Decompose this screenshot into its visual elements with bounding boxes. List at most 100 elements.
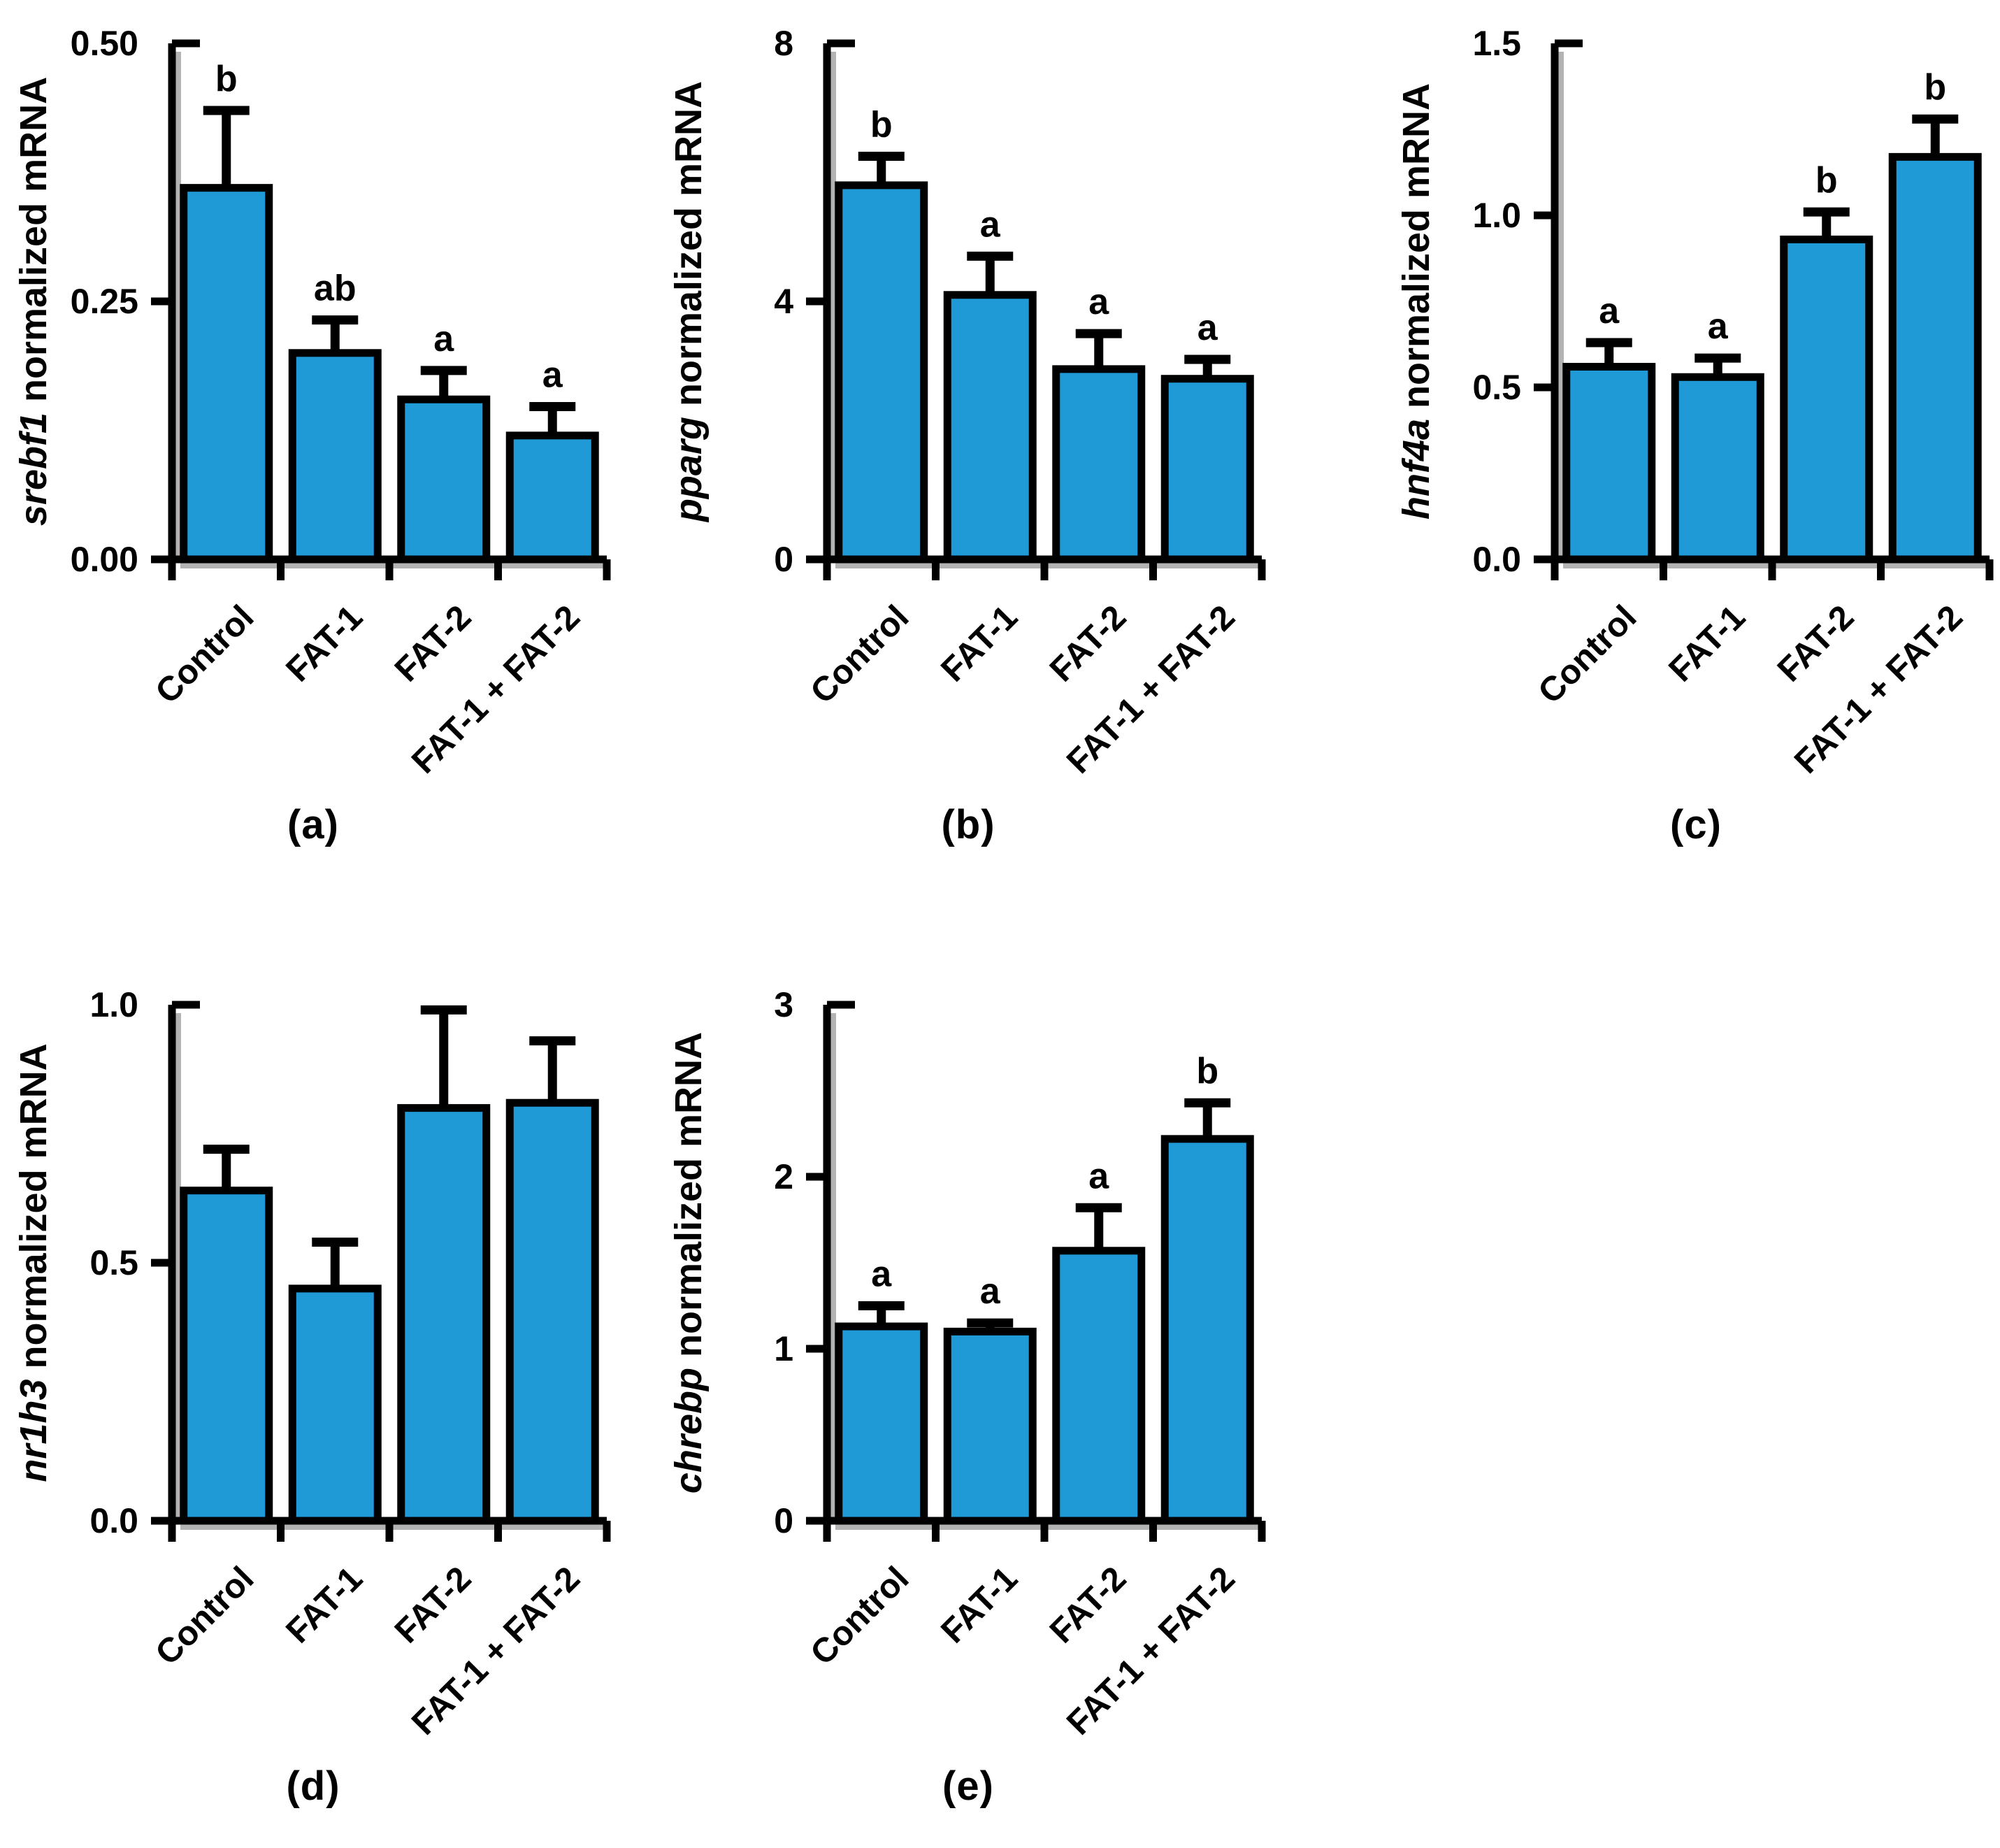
x-category-label: Control <box>148 1560 261 1672</box>
bar-FAT-1 + FAT-2 <box>1160 1135 1254 1525</box>
chart-e-caption: (e) <box>942 1763 994 1809</box>
sig-letter: a <box>1599 291 1620 331</box>
sig-letters-group: b ab a a <box>215 59 563 396</box>
y-tick-label: 0.50 <box>71 24 138 63</box>
x-category-label: FAT-1 <box>279 599 370 689</box>
y-tick-label: 1 <box>774 1329 793 1368</box>
sig-letter: a <box>1197 308 1218 348</box>
bar-FAT-2 <box>397 395 491 564</box>
x-category-label: FAT-1 <box>1662 599 1753 689</box>
axes-group <box>151 39 611 580</box>
sig-letters-group: a a a b <box>871 1051 1218 1312</box>
y-tick-labels: 0.0 0.5 1.0 1.5 <box>1472 24 1521 579</box>
x-category-label: FAT-1 <box>934 599 1025 689</box>
y-tick-label: 0.5 <box>89 1243 138 1282</box>
y-tick-labels: 0 4 8 <box>774 24 793 579</box>
bar-FAT-2 <box>1052 365 1146 564</box>
bar-FAT-1 <box>288 349 382 564</box>
axes-group <box>151 1001 611 1542</box>
chart-panel-b: b a a a 0 4 8 pparg normalized mRNA Control FAT-1… <box>661 0 1276 958</box>
y-axis-title: hnf4a normalized mRNA <box>1395 83 1437 520</box>
bar-Control <box>835 181 928 564</box>
chart-panel-d: 0.0 0.5 1.0 nr1h3 normalized mRNA Control FAT… <box>6 961 621 1848</box>
sig-letter: a <box>980 1271 1001 1312</box>
chart-b-caption: (b) <box>941 802 995 847</box>
axis-shadow <box>175 52 607 568</box>
bar-Control <box>835 1322 928 1525</box>
axes-group <box>806 1001 1266 1542</box>
x-category-label: FAT-2 <box>388 599 479 689</box>
y-axis-title: srebf1 normalized mRNA <box>13 77 55 526</box>
y-tick-label: 1.0 <box>1472 196 1521 235</box>
x-category-label: FAT-2 <box>388 1560 479 1651</box>
y-tick-label: 4 <box>774 282 793 321</box>
sig-letter: b <box>870 104 893 145</box>
sig-letter: a <box>1088 1156 1109 1196</box>
x-category-label: FAT-2 <box>1771 599 1862 689</box>
chart-b-plot: b a a a 0 4 8 pparg normalized mRNA Control FAT-1… <box>668 24 1266 781</box>
x-category-label: FAT-2 <box>1043 1560 1134 1651</box>
chart-panel-c: a a b b 0.0 0.5 1.0 1.5 hnf4a normalized mRNA Con… <box>1388 0 2000 958</box>
y-tick-label: 0.0 <box>89 1501 138 1540</box>
bars-group <box>180 184 599 564</box>
bar-FAT-1 + FAT-2 <box>505 1098 599 1525</box>
chart-c-plot: a a b b 0.0 0.5 1.0 1.5 hnf4a normalized mRNA Con… <box>1395 24 1994 781</box>
bar-FAT-1 <box>943 1327 1037 1525</box>
error-bars-group <box>203 106 576 436</box>
bars-group <box>835 181 1254 564</box>
sig-letter: b <box>215 59 238 99</box>
sig-letter: a <box>1708 306 1729 347</box>
axis-shadow <box>1558 52 1990 568</box>
sig-letter: b <box>1815 160 1838 201</box>
bar-FAT-2 <box>1052 1247 1146 1525</box>
error-bars-group <box>858 151 1231 379</box>
sig-letter: a <box>433 319 454 359</box>
sig-letter: a <box>1088 282 1109 322</box>
bars-group <box>835 1135 1254 1525</box>
bar-FAT-2 <box>397 1104 491 1525</box>
y-tick-label: 0.00 <box>71 540 138 579</box>
y-tick-labels: 0.0 0.5 1.0 <box>89 985 138 1540</box>
x-category-label: FAT-1 <box>934 1560 1025 1651</box>
axes-group <box>806 39 1266 580</box>
sig-letter: a <box>980 204 1001 245</box>
x-category-label: Control <box>803 599 916 711</box>
sig-letters-group: b a a a <box>870 104 1218 348</box>
x-category-label: FAT-1 <box>279 1560 370 1651</box>
error-bars-group <box>203 1005 576 1289</box>
bar-FAT-2 <box>1780 235 1873 564</box>
chart-a-caption: (a) <box>287 802 339 847</box>
bar-Control <box>180 184 273 564</box>
y-axis-title: pparg normalized mRNA <box>668 81 710 523</box>
y-tick-label: 0.0 <box>1472 540 1521 579</box>
x-category-label: Control <box>803 1560 916 1672</box>
chart-panel-a: b ab a a 0.00 0.25 0.50 srebf1 normalized mRNA C… <box>6 0 621 958</box>
sig-letters-group: a a b b <box>1599 67 1946 347</box>
chart-d-caption: (d) <box>286 1763 340 1809</box>
y-axis-title: nr1h3 normalized mRNA <box>13 1043 55 1482</box>
bar-FAT-1 <box>288 1284 382 1525</box>
bar-Control <box>1562 362 1656 564</box>
bars-group <box>1562 152 1982 564</box>
bar-FAT-1 <box>943 291 1037 564</box>
bar-FAT-1 + FAT-2 <box>1888 152 1982 564</box>
sig-letter: ab <box>314 268 357 309</box>
sig-letter: a <box>542 355 563 396</box>
chart-a-plot: b ab a a 0.00 0.25 0.50 srebf1 normalized mRNA C… <box>13 24 611 781</box>
sig-letter: b <box>1924 67 1946 108</box>
x-category-label: FAT-2 <box>1043 599 1134 689</box>
sig-letter: b <box>1196 1051 1218 1091</box>
error-bars-group <box>858 1098 1231 1332</box>
y-tick-label: 2 <box>774 1157 793 1196</box>
axis-shadow <box>830 1013 1262 1530</box>
y-tick-labels: 0.00 0.25 0.50 <box>71 24 138 579</box>
y-tick-label: 3 <box>774 985 793 1024</box>
bar-FAT-1 + FAT-2 <box>505 431 599 564</box>
